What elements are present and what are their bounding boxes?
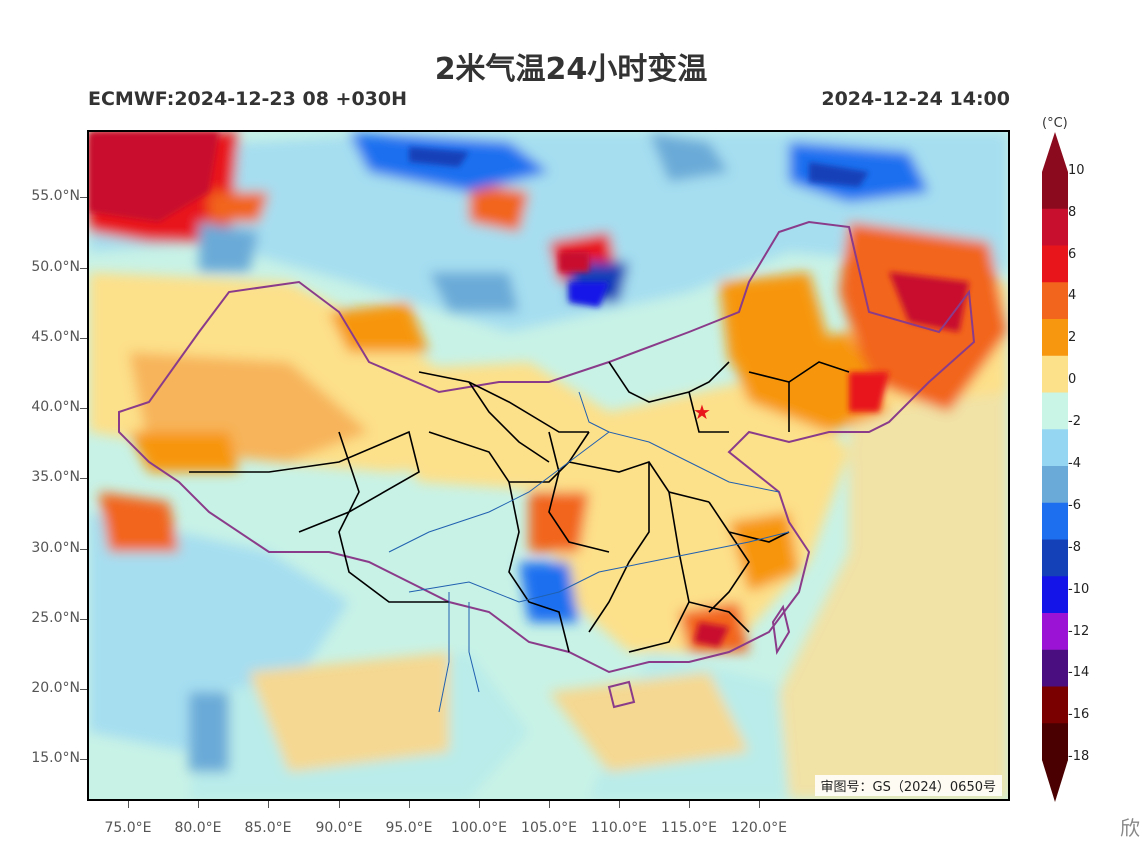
- lon-tick: [549, 801, 550, 808]
- lon-tick: [198, 801, 199, 808]
- colorbar-segment: [1042, 355, 1068, 393]
- colorbar-label: 8: [1068, 205, 1077, 220]
- colorbar-label: 10: [1068, 163, 1085, 178]
- province-borders: [189, 361, 850, 653]
- colorbar-min-arrow: [1042, 760, 1068, 802]
- lon-label: 85.0°E: [244, 820, 292, 836]
- colorbar-segment: [1042, 319, 1068, 357]
- lon-label: 110.0°E: [591, 820, 647, 836]
- lon-tick: [689, 801, 690, 808]
- lon-tick: [268, 801, 269, 808]
- lat-tick: [80, 619, 87, 620]
- lon-tick: [409, 801, 410, 808]
- colorbar-segment: [1042, 245, 1068, 283]
- taiwan-outline: [771, 604, 791, 655]
- colorbar-label: -18: [1068, 749, 1090, 764]
- colorbar-label: -16: [1068, 707, 1090, 722]
- watermark: 欣: [1120, 816, 1140, 840]
- lat-label: 40.0°N: [31, 399, 80, 415]
- lat-tick: [80, 478, 87, 479]
- model-run-label: ECMWF:2024-12-23 08 +030H: [88, 88, 408, 110]
- lon-tick: [128, 801, 129, 808]
- map-title: 2米气温24小时变温: [434, 52, 708, 87]
- lon-label: 115.0°E: [661, 820, 717, 836]
- lon-tick: [759, 801, 760, 808]
- lat-tick: [80, 408, 87, 409]
- lat-tick: [80, 549, 87, 550]
- colorbar-segment: [1042, 172, 1068, 210]
- colorbar-label: -12: [1068, 624, 1090, 639]
- colorbar-label: -6: [1068, 498, 1081, 513]
- colorbar-segment: [1042, 502, 1068, 540]
- colorbar-label: -10: [1068, 582, 1090, 597]
- approval-number: 审图号：GS（2024）0650号: [814, 775, 1002, 796]
- rivers: [388, 391, 790, 713]
- lon-label: 100.0°E: [451, 820, 507, 836]
- beijing-marker-star: ★: [693, 400, 711, 424]
- temperature-detail: [89, 132, 969, 647]
- hainan-outline: [607, 680, 636, 709]
- lon-label: 95.0°E: [385, 820, 433, 836]
- colorbar-label: 2: [1068, 330, 1077, 345]
- colorbar-segment: [1042, 282, 1068, 320]
- map-panel: ★ 审图号：GS（2024）0650号: [87, 130, 1010, 801]
- lat-label: 55.0°N: [31, 188, 80, 204]
- colorbar-label: -2: [1068, 414, 1081, 429]
- lat-label: 50.0°N: [31, 259, 80, 275]
- colorbar-max-arrow: [1042, 132, 1068, 172]
- colorbar-unit: (°C): [1042, 116, 1068, 131]
- lat-tick: [80, 268, 87, 269]
- temperature-change-map: ★: [89, 132, 1008, 799]
- colorbar-segment: [1042, 539, 1068, 577]
- colorbar-segment: [1042, 429, 1068, 467]
- colorbar-segment: [1042, 392, 1068, 430]
- colorbar-segment: [1042, 613, 1068, 651]
- colorbar-label: -8: [1068, 540, 1081, 555]
- lat-tick: [80, 338, 87, 339]
- lat-label: 35.0°N: [31, 469, 80, 485]
- colorbar-label: 6: [1068, 247, 1077, 262]
- lat-tick: [80, 759, 87, 760]
- lat-label: 30.0°N: [31, 540, 80, 556]
- colorbar-segment: [1042, 208, 1068, 246]
- lon-label: 105.0°E: [521, 820, 577, 836]
- lat-tick: [80, 689, 87, 690]
- valid-time-label: 2024-12-24 14:00: [821, 88, 1010, 110]
- colorbar-segments: [1042, 172, 1068, 761]
- lon-label: 75.0°E: [104, 820, 152, 836]
- colorbar-segment: [1042, 466, 1068, 504]
- lat-label: 15.0°N: [31, 750, 80, 766]
- lon-tick: [619, 801, 620, 808]
- colorbar-label: 4: [1068, 288, 1077, 303]
- colorbar-label: -4: [1068, 456, 1081, 471]
- lat-tick: [80, 197, 87, 198]
- colorbar-label: -14: [1068, 665, 1090, 680]
- lon-tick: [479, 801, 480, 808]
- lon-tick: [339, 801, 340, 808]
- colorbar-segment: [1042, 576, 1068, 614]
- colorbar-segment: [1042, 649, 1068, 687]
- lat-label: 45.0°N: [31, 329, 80, 345]
- lon-label: 80.0°E: [174, 820, 222, 836]
- lon-label: 90.0°E: [315, 820, 363, 836]
- colorbar-segment: [1042, 723, 1068, 761]
- colorbar: [1042, 132, 1068, 802]
- lon-label: 120.0°E: [731, 820, 787, 836]
- colorbar-label: 0: [1068, 372, 1077, 387]
- national-border: [118, 220, 976, 674]
- lat-label: 25.0°N: [31, 610, 80, 626]
- lat-label: 20.0°N: [31, 680, 80, 696]
- colorbar-segment: [1042, 686, 1068, 724]
